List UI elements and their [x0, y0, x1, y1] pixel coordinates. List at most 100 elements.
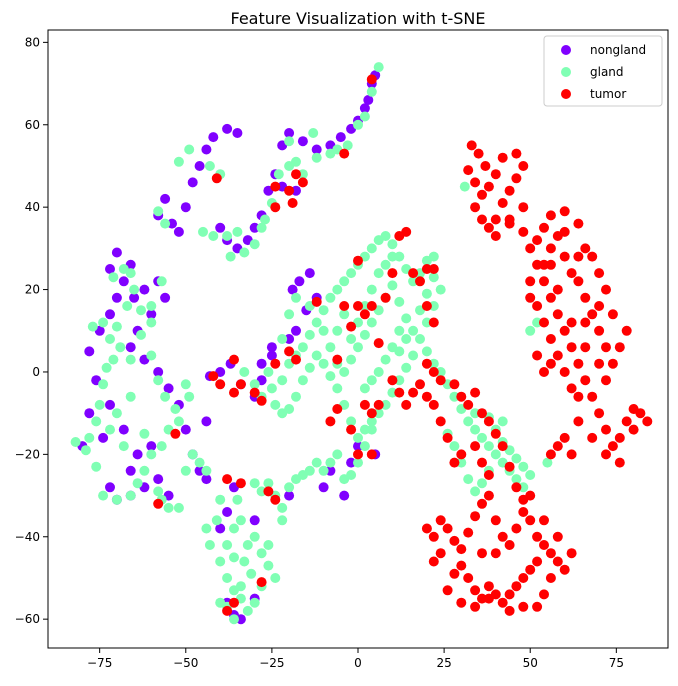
point-tumor-202	[545, 334, 556, 344]
y-tick-label: −20	[15, 447, 40, 461]
point-tumor-177	[559, 432, 570, 443]
point-tumor-39	[428, 264, 439, 274]
point-nongland-25	[201, 474, 212, 485]
point-gland-50	[105, 424, 115, 435]
point-gland-23	[153, 375, 164, 386]
point-nongland-83	[346, 457, 357, 468]
point-gland-255	[229, 585, 239, 596]
x-axis: −75 −50 −25 0 25 50 75	[87, 648, 624, 670]
point-nongland-101	[125, 465, 136, 476]
point-gland-201	[387, 251, 398, 262]
point-gland-103	[222, 540, 233, 550]
point-tumor-49	[387, 375, 398, 386]
point-gland-7	[105, 334, 115, 344]
point-tumor-186	[566, 268, 577, 279]
point-nongland-86	[287, 284, 298, 295]
point-gland-195	[366, 284, 377, 295]
point-gland-149	[421, 317, 432, 328]
point-gland-147	[435, 284, 446, 295]
point-tumor-150	[490, 169, 501, 180]
point-tumor-94	[490, 515, 501, 526]
point-tumor-204	[559, 367, 570, 377]
point-tumor-85	[428, 531, 439, 542]
point-gland-71	[297, 169, 308, 180]
point-gland-244	[532, 317, 543, 328]
point-gland-199	[339, 309, 350, 320]
point-tumor-194	[594, 358, 605, 369]
point-gland-182	[353, 342, 363, 353]
y-tick-label: 60	[25, 118, 40, 132]
point-nongland-39	[201, 144, 212, 155]
point-tumor-148	[511, 148, 522, 159]
point-nongland-10	[105, 264, 115, 274]
point-nongland-87	[294, 276, 305, 287]
point-gland-53	[153, 206, 164, 217]
point-gland-9	[98, 317, 109, 328]
point-tumor-159	[559, 325, 570, 336]
point-gland-188	[394, 296, 405, 307]
y-tick-label: 40	[25, 200, 40, 214]
point-tumor-60	[449, 379, 460, 390]
point-gland-183	[359, 329, 370, 340]
point-gland-57	[204, 161, 215, 171]
point-gland-66	[260, 214, 270, 225]
point-gland-178	[325, 342, 336, 353]
point-gland-194	[373, 268, 384, 279]
point-tumor-48	[366, 449, 377, 460]
point-tumor-93	[483, 490, 494, 501]
point-tumor-126	[532, 601, 543, 612]
point-gland-143	[408, 276, 419, 287]
point-tumor-198	[539, 259, 549, 270]
point-gland-4	[101, 362, 112, 373]
point-tumor-144	[497, 198, 508, 208]
y-tick-label: 20	[25, 283, 40, 297]
point-tumor-208	[594, 301, 605, 311]
point-gland-236	[511, 453, 522, 464]
point-tumor-77	[421, 391, 432, 402]
point-tumor-155	[532, 259, 543, 270]
point-gland-209	[359, 383, 370, 394]
point-tumor-224	[559, 206, 570, 217]
point-tumor-223	[580, 243, 591, 254]
point-tumor-92	[477, 498, 487, 509]
point-nongland-42	[232, 128, 243, 138]
point-nongland-93	[266, 342, 277, 353]
point-gland-189	[401, 313, 412, 324]
point-gland-112	[215, 597, 226, 608]
point-tumor-121	[456, 597, 467, 608]
y-tick-label: −40	[15, 530, 40, 544]
point-gland-39	[163, 502, 174, 513]
legend: nongland gland tumor	[543, 35, 663, 107]
point-gland-187	[387, 280, 398, 291]
point-gland-247	[204, 540, 215, 550]
point-tumor-41	[428, 367, 439, 377]
point-tumor-140	[470, 202, 481, 213]
point-gland-0	[84, 432, 95, 443]
point-nongland-64	[291, 185, 301, 196]
point-tumor-16	[249, 387, 260, 398]
point-nongland-15	[146, 309, 157, 320]
point-tumor-128	[545, 573, 556, 583]
point-nongland-26	[105, 482, 115, 493]
point-tumor-175	[587, 432, 598, 443]
point-tumor-197	[552, 284, 563, 295]
point-nongland-36	[180, 202, 191, 213]
point-gland-121	[249, 379, 260, 390]
point-gland-17	[146, 301, 157, 311]
point-gland-128	[304, 329, 315, 340]
point-gland-160	[346, 416, 357, 427]
point-gland-118	[215, 494, 226, 505]
point-tumor-104	[559, 564, 570, 575]
point-gland-115	[263, 560, 274, 571]
y-tick-label: 80	[25, 35, 40, 49]
point-tumor-110	[511, 581, 522, 592]
point-gland-15	[118, 264, 129, 274]
point-gland-106	[246, 568, 257, 579]
point-tumor-133	[428, 556, 439, 567]
point-tumor-13	[229, 354, 239, 365]
point-nongland-47	[249, 222, 260, 233]
point-tumor-72	[456, 449, 467, 460]
point-gland-54	[160, 218, 171, 229]
point-tumor-17	[256, 395, 267, 406]
